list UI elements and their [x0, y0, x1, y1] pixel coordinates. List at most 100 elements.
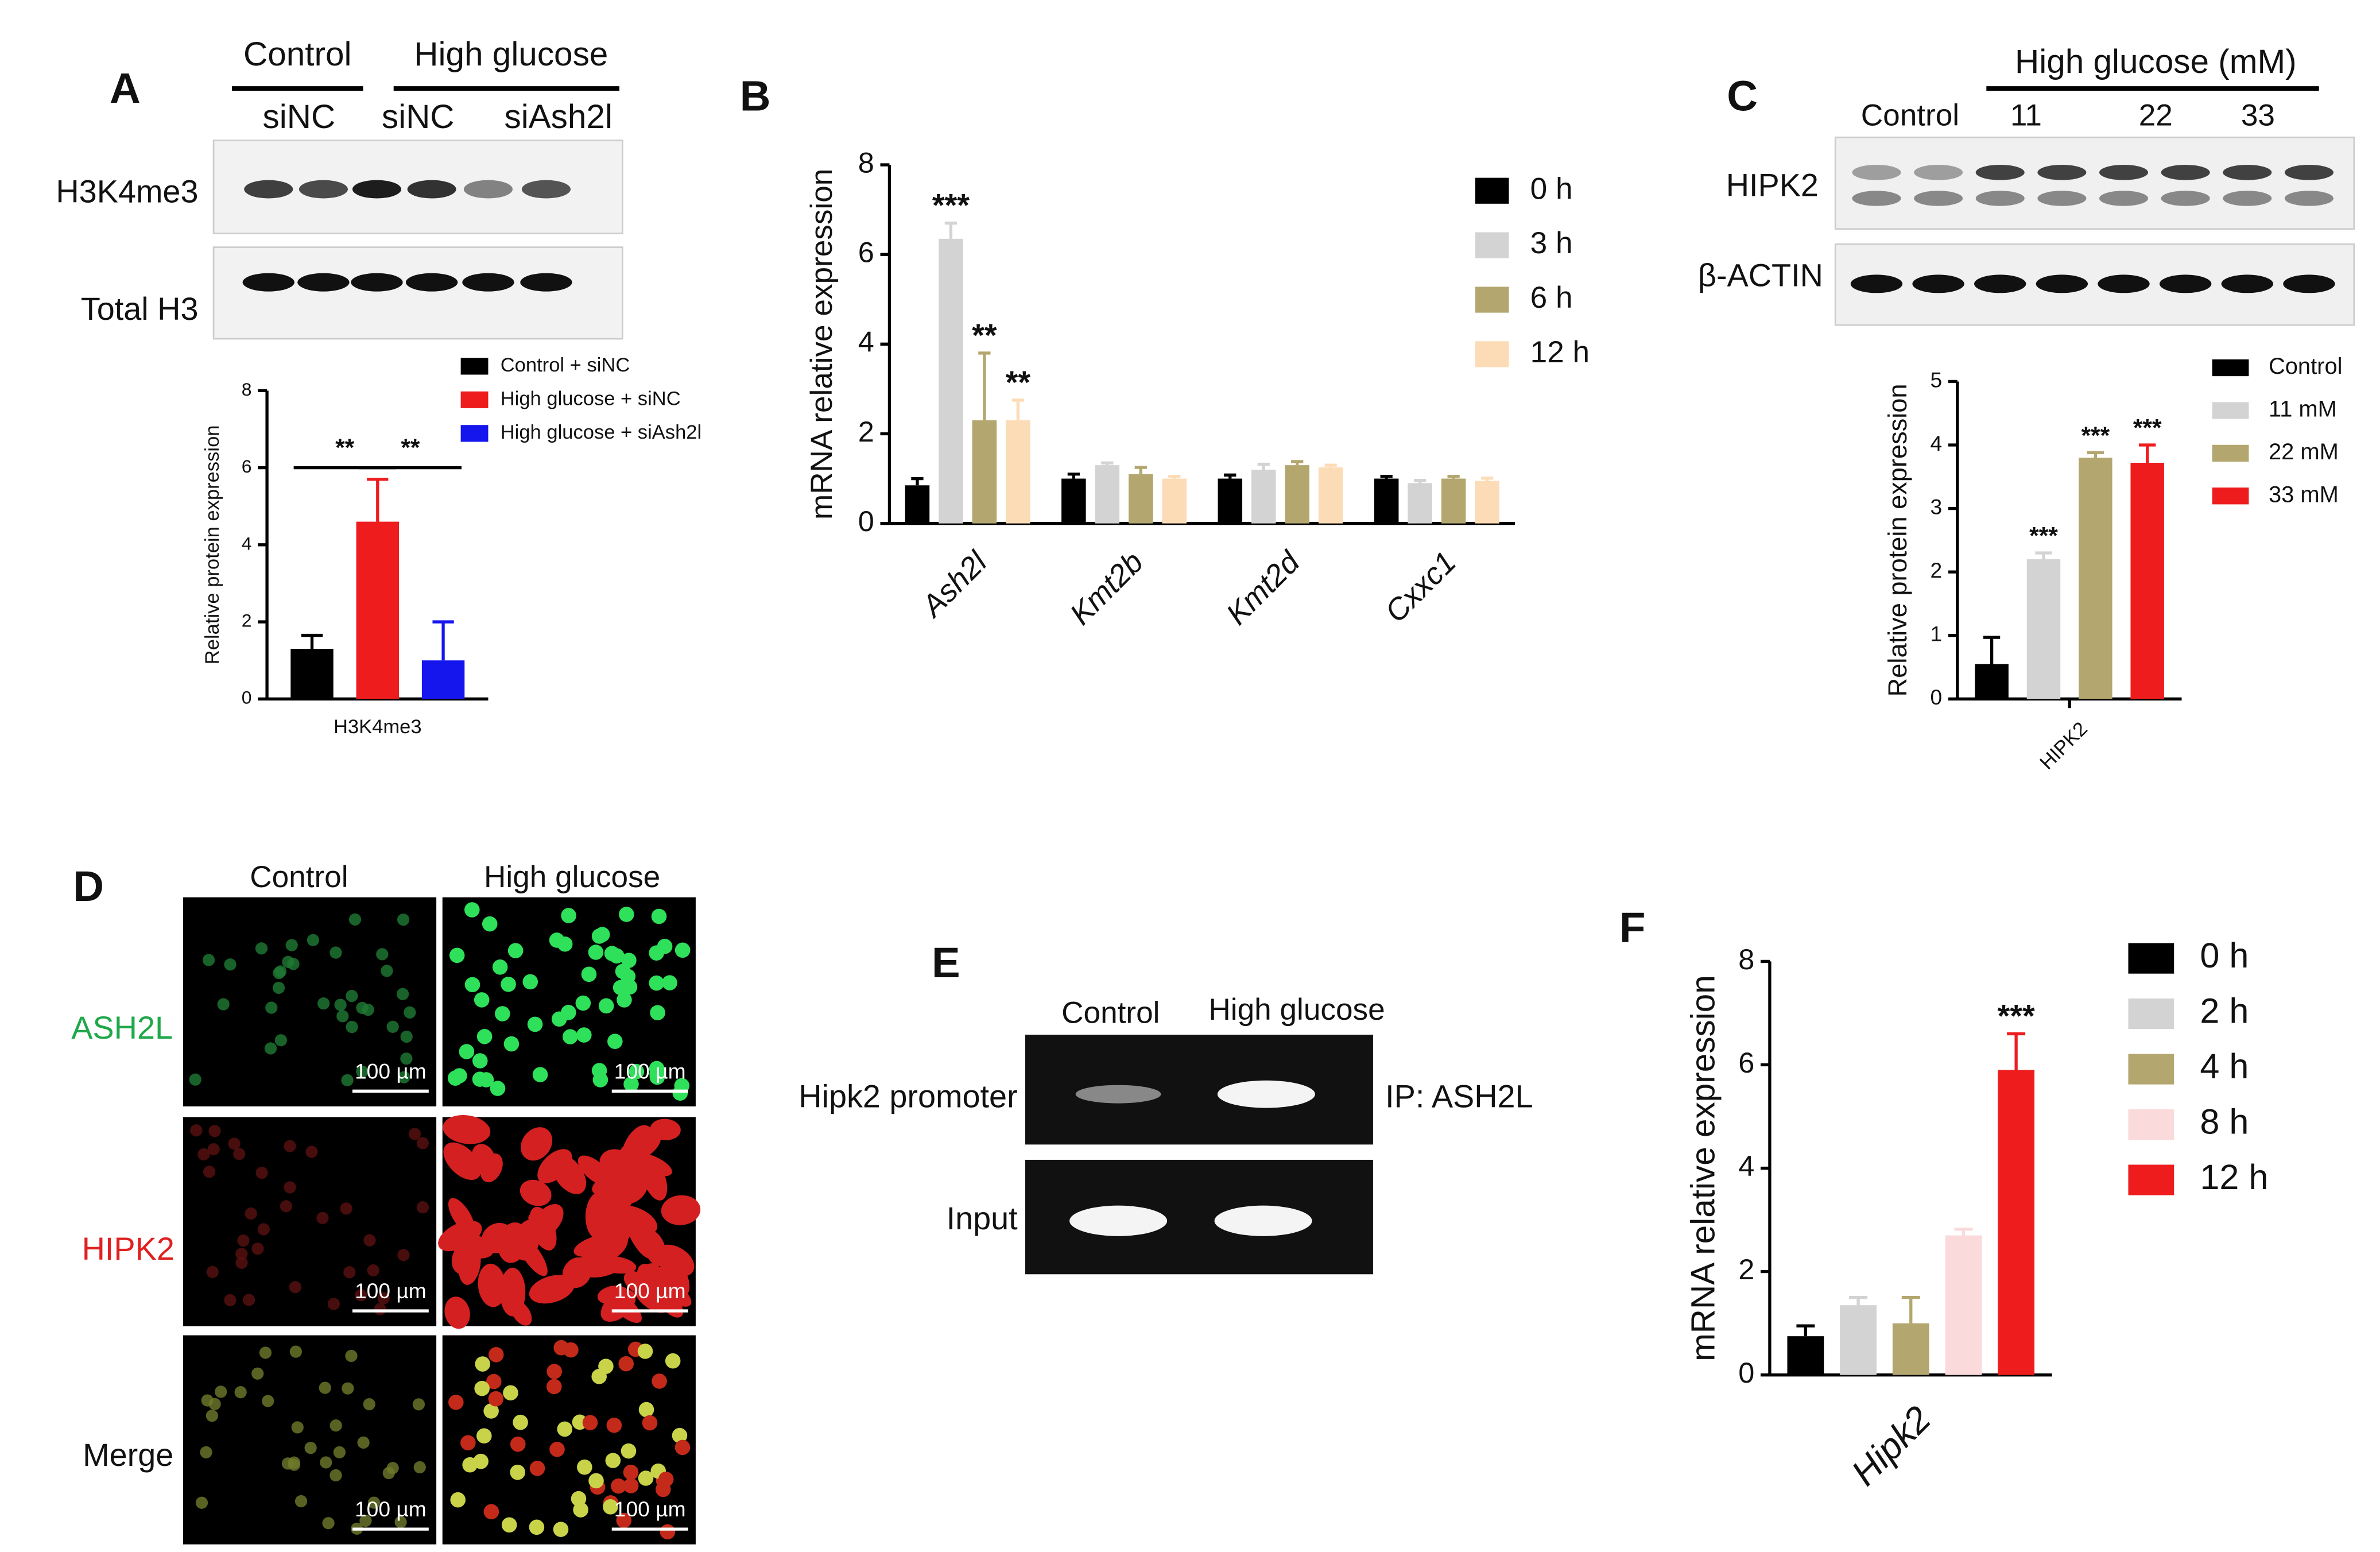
cell [623, 1464, 639, 1480]
bar [1998, 1070, 2035, 1375]
cell [304, 1442, 317, 1454]
cell [637, 1344, 653, 1359]
cell [397, 1249, 410, 1261]
cell [561, 908, 576, 923]
bar [421, 660, 465, 699]
legend-swatch [2212, 487, 2249, 505]
cell [203, 1166, 216, 1178]
cell [672, 1085, 688, 1101]
cell [643, 1230, 666, 1267]
cell [576, 1027, 592, 1043]
bar [1408, 483, 1432, 524]
cell [632, 1278, 669, 1313]
cell [367, 1496, 381, 1509]
cell [617, 1132, 661, 1165]
bar [1945, 1235, 1982, 1375]
cell [207, 1143, 220, 1156]
cell [443, 1142, 481, 1181]
gel-band [1075, 1085, 1161, 1104]
y-tick-label: 5 [1931, 367, 1943, 392]
legend-swatch [460, 391, 489, 408]
cell [588, 1473, 604, 1489]
blot [1834, 136, 2355, 230]
cell [563, 1029, 578, 1044]
cell [443, 1115, 491, 1144]
y-tick-label: 8 [1738, 943, 1754, 976]
cell [577, 1459, 592, 1475]
cell [457, 1234, 494, 1259]
bar [1006, 420, 1030, 524]
legend-swatch [2212, 359, 2249, 377]
blot-band [2099, 191, 2149, 206]
error-bar [301, 633, 323, 649]
cell [224, 958, 237, 971]
scale-bar-label: 100 µm [355, 1059, 427, 1083]
cell [642, 1415, 658, 1431]
bar [2130, 462, 2164, 699]
cell [483, 1403, 499, 1419]
bar [356, 521, 399, 699]
cell [537, 1149, 572, 1183]
scale-bar-label: 100 µm [614, 1279, 686, 1303]
cell [649, 1061, 665, 1077]
error-bar [1291, 460, 1304, 466]
blot-band [2284, 165, 2334, 180]
x-tick-label: H3K4me3 [334, 716, 422, 738]
scale-bar-label: 100 µm [355, 1279, 427, 1303]
bar [905, 485, 930, 524]
cell [215, 1385, 227, 1398]
error-bar [1011, 398, 1024, 421]
cell [510, 1464, 525, 1480]
cell [404, 1006, 416, 1019]
cell [592, 1168, 634, 1195]
y-tick-label: 4 [242, 533, 252, 554]
cell [459, 1044, 475, 1059]
cell [488, 1347, 504, 1363]
cell [553, 1522, 569, 1537]
cell [259, 1346, 272, 1359]
cell [356, 1065, 369, 1078]
x-tick-label: Kmt2d [1220, 544, 1307, 631]
blot-band [2098, 274, 2150, 293]
cell [604, 946, 620, 961]
panel-label: F [1619, 904, 1645, 951]
blot-band [1914, 165, 1963, 180]
blot-band [2159, 274, 2212, 293]
row-label: Merge [83, 1437, 173, 1473]
blot-band [2221, 274, 2273, 293]
legend-swatch [1475, 287, 1509, 313]
cell [394, 1516, 407, 1528]
legend-swatch [2128, 943, 2174, 974]
cell [514, 1220, 540, 1261]
cell [396, 988, 409, 1000]
error-bar [1067, 473, 1080, 479]
lane-label: siNC [263, 98, 336, 136]
bar [1787, 1336, 1824, 1375]
cell [274, 1034, 288, 1047]
cell [630, 1152, 672, 1176]
cell [532, 1067, 548, 1082]
cell [208, 1125, 221, 1137]
row-label: Total H3 [81, 291, 199, 327]
cell [281, 1457, 294, 1470]
cell [661, 1195, 701, 1225]
blot-band [2161, 191, 2210, 206]
cell [488, 1391, 504, 1407]
legend-swatch [460, 425, 489, 442]
bar [1095, 465, 1120, 524]
cell [462, 1457, 478, 1473]
cell [291, 1421, 304, 1434]
cell [474, 1380, 490, 1396]
cell [549, 1441, 565, 1457]
legend-label: High glucose + siNC [501, 388, 681, 409]
cell [598, 998, 614, 1014]
x-tick-label: Ash2l [914, 545, 994, 625]
cell [327, 1298, 340, 1310]
error-bar [1849, 1295, 1868, 1306]
cell [235, 1256, 248, 1269]
cell [546, 1364, 562, 1379]
legend-label: 12 h [1530, 335, 1590, 369]
y-tick-label: 6 [242, 456, 252, 477]
error-bar [2007, 1032, 2026, 1070]
legend-swatch [2212, 444, 2249, 462]
